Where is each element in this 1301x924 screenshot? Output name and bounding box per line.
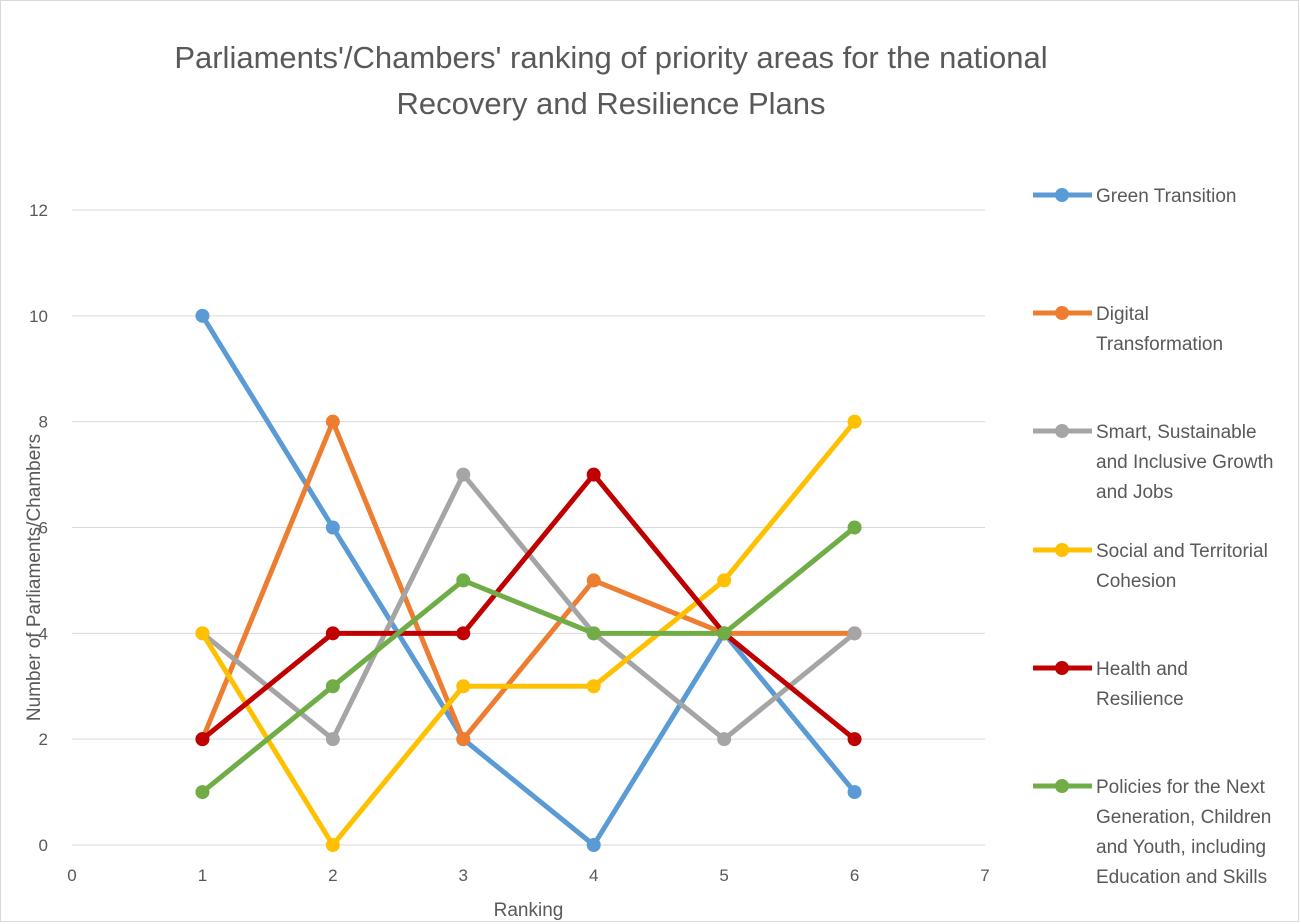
legend-item: Green Transition <box>1033 186 1236 207</box>
legend: Green Transition Digital Transformation Sma… <box>1033 186 1273 888</box>
series-5 <box>195 520 862 800</box>
plot-area <box>195 308 862 852</box>
legend-label: Resilience <box>1096 689 1184 710</box>
y-tick-label: 8 <box>39 413 48 432</box>
y-tick-label: 4 <box>39 624 48 643</box>
data-point <box>586 679 601 694</box>
series-3 <box>195 414 862 852</box>
data-point <box>717 573 732 588</box>
y-tick-label: 0 <box>39 836 48 855</box>
legend-label: Transformation <box>1096 334 1223 355</box>
data-point <box>586 838 601 852</box>
series-0 <box>195 308 862 852</box>
x-tick-label: 6 <box>850 866 859 885</box>
x-axis-title: Ranking <box>494 900 564 921</box>
x-tick-label: 0 <box>67 866 76 885</box>
data-point <box>456 573 471 588</box>
x-tick-label: 7 <box>980 866 989 885</box>
data-point <box>847 414 862 429</box>
y-tick-labels: 0 2 4 6 8 10 12 <box>29 201 48 855</box>
legend-marker <box>1055 661 1069 675</box>
legend-label: Policies for the Next <box>1096 777 1266 798</box>
data-point <box>847 626 862 641</box>
data-point <box>456 467 471 482</box>
legend-label: Education and Skills <box>1096 867 1267 888</box>
y-axis-title: Number of Parliaments/Chambers <box>24 434 45 721</box>
y-tick-label: 6 <box>39 519 48 538</box>
x-tick-label: 5 <box>719 866 728 885</box>
data-point <box>847 785 862 800</box>
legend-marker <box>1055 306 1069 320</box>
legend-item: Health and Resilience <box>1033 659 1188 710</box>
x-tick-label: 4 <box>589 866 598 885</box>
legend-label: Digital <box>1096 304 1149 325</box>
chart-title-line-1: Parliaments'/Chambers' ranking of priori… <box>174 40 1048 75</box>
x-tick-labels: 0 1 2 3 4 5 6 7 <box>67 866 989 885</box>
data-point <box>586 573 601 588</box>
legend-marker <box>1055 543 1069 557</box>
series-line <box>199 525 858 795</box>
legend-label: and Youth, including <box>1096 837 1266 858</box>
legend-label: Smart, Sustainable <box>1096 422 1257 443</box>
series-line <box>199 472 858 742</box>
data-point <box>325 732 340 747</box>
x-tick-label: 3 <box>459 866 468 885</box>
y-tick-label: 2 <box>39 730 48 749</box>
legend-label: Health and <box>1096 659 1188 680</box>
legend-label: Cohesion <box>1096 571 1176 592</box>
data-point <box>325 626 340 641</box>
data-point <box>847 520 862 535</box>
chart-title-line-2: Recovery and Resilience Plans <box>396 86 826 121</box>
data-point <box>456 679 471 694</box>
legend-label: Green Transition <box>1096 186 1236 207</box>
data-point <box>195 626 210 641</box>
legend-label: and Jobs <box>1096 482 1173 503</box>
legend-label: and Inclusive Growth <box>1096 452 1273 473</box>
legend-item: Social and Territorial Cohesion <box>1033 541 1268 592</box>
data-point <box>717 732 732 747</box>
data-point <box>717 626 732 641</box>
chart-title: Parliaments'/Chambers' ranking of priori… <box>61 35 1161 127</box>
y-tick-label: 10 <box>29 307 48 326</box>
data-point <box>195 308 210 323</box>
legend-item: Smart, Sustainable and Inclusive Growth an… <box>1033 422 1273 503</box>
data-point <box>586 626 601 641</box>
y-tick-label: 12 <box>29 201 48 220</box>
data-point <box>325 838 340 852</box>
legend-item: Policies for the Next Generation, Childre… <box>1033 777 1271 888</box>
series-line <box>199 419 858 848</box>
series-line <box>199 313 858 848</box>
data-point <box>195 785 210 800</box>
data-point <box>456 732 471 747</box>
data-point <box>456 626 471 641</box>
legend-label: Generation, Children <box>1096 807 1271 828</box>
x-tick-label: 2 <box>328 866 337 885</box>
data-point <box>325 414 340 429</box>
legend-item: Digital Transformation <box>1033 304 1223 355</box>
data-point <box>325 679 340 694</box>
legend-marker <box>1055 188 1069 202</box>
legend-marker <box>1055 424 1069 438</box>
x-tick-label: 1 <box>198 866 207 885</box>
data-point <box>847 732 862 747</box>
legend-marker <box>1055 779 1069 793</box>
series-4 <box>195 467 862 747</box>
series-line <box>199 419 858 742</box>
data-point <box>325 520 340 535</box>
data-point <box>195 732 210 747</box>
data-point <box>586 467 601 482</box>
legend-label: Social and Territorial <box>1096 541 1268 562</box>
